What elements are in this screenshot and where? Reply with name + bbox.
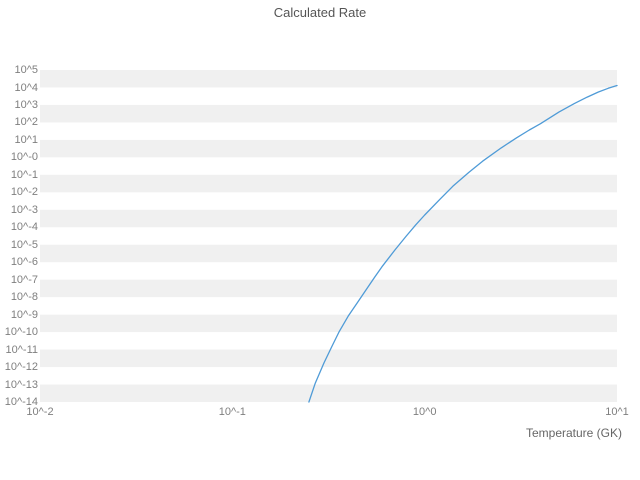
grid-stripe bbox=[40, 314, 617, 333]
y-tick-label: 10^-6 bbox=[10, 256, 38, 269]
y-tick-label: 10^-2 bbox=[10, 186, 38, 199]
y-tick-label: 10^-8 bbox=[10, 291, 38, 304]
grid-stripe bbox=[40, 209, 617, 228]
chart-title: Calculated Rate bbox=[273, 5, 367, 20]
y-tick-label: 10^-9 bbox=[10, 308, 38, 321]
x-tick-label: 10^0 bbox=[412, 406, 437, 418]
y-tick-label: 10^-12 bbox=[4, 361, 38, 374]
x-tick-label: 10^-2 bbox=[26, 406, 54, 418]
grid-stripe bbox=[40, 349, 617, 368]
grid-stripe bbox=[40, 104, 617, 123]
y-tick-label: 10^-3 bbox=[10, 203, 38, 216]
y-tick-label: 10^-11 bbox=[5, 343, 38, 356]
y-tick-label: 10^-10 bbox=[4, 326, 38, 339]
x-axis-label: Temperature (GK) bbox=[525, 426, 622, 440]
grid-stripe bbox=[40, 174, 617, 193]
grid-stripe bbox=[40, 70, 617, 88]
y-tick-label: 10^4 bbox=[14, 81, 38, 94]
grid-stripe bbox=[40, 139, 617, 158]
x-tick-label: 10^1 bbox=[605, 406, 629, 418]
y-tick-label: 10^-14 bbox=[4, 396, 38, 408]
y-tick-label: 10^2 bbox=[14, 116, 38, 129]
y-tick-label: 10^-7 bbox=[10, 273, 38, 286]
x-tick-label: 10^-1 bbox=[218, 406, 246, 418]
grid-stripe bbox=[40, 384, 617, 402]
y-tick-label: 10^-1 bbox=[10, 168, 38, 181]
grid-stripe bbox=[40, 279, 617, 298]
grid-stripe bbox=[40, 244, 617, 263]
y-tick-label: 10^-0 bbox=[10, 151, 38, 164]
rate-line bbox=[308, 84, 618, 403]
y-tick-label: 10^1 bbox=[14, 133, 38, 146]
y-tick-label: 10^5 bbox=[14, 64, 38, 76]
y-tick-label: 10^-5 bbox=[10, 238, 38, 251]
y-tick-label: 10^-13 bbox=[4, 378, 38, 391]
y-tick-label: 10^3 bbox=[14, 98, 38, 111]
y-tick-label: 10^-4 bbox=[10, 221, 38, 234]
